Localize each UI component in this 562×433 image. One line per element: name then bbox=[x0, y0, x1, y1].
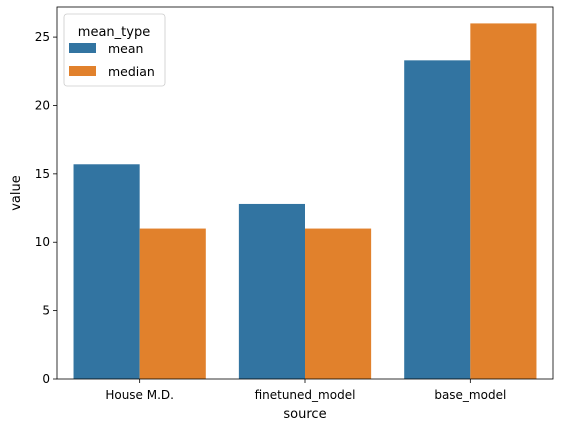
legend-items: mean median bbox=[69, 41, 155, 79]
bar-mean-0 bbox=[73, 164, 140, 379]
y-tick-label: 0 bbox=[42, 372, 50, 386]
bar-median-2 bbox=[470, 23, 537, 379]
bar-mean-2 bbox=[404, 60, 471, 380]
x-axis-label: source bbox=[283, 407, 326, 422]
bars-layer bbox=[73, 23, 537, 380]
y-tick-label: 25 bbox=[35, 30, 50, 44]
bar-median-0 bbox=[139, 228, 206, 379]
legend-swatch-median bbox=[69, 66, 96, 76]
bar-median-1 bbox=[305, 228, 372, 379]
legend-swatch-mean bbox=[69, 43, 96, 53]
y-tick-label: 20 bbox=[35, 98, 50, 112]
y-axis: 0 5 10 15 20 25 bbox=[35, 30, 57, 386]
y-tick-label: 15 bbox=[35, 167, 50, 181]
legend-label-mean: mean bbox=[108, 41, 143, 56]
x-tick-label: base_model bbox=[434, 388, 506, 402]
legend: mean_type mean median bbox=[63, 13, 166, 87]
bar-mean-1 bbox=[238, 203, 305, 379]
x-tick-label: House M.D. bbox=[105, 388, 174, 402]
legend-title: mean_type bbox=[78, 25, 150, 40]
x-axis: House M.D. finetuned_model base_model bbox=[105, 379, 506, 402]
y-tick-label: 5 bbox=[42, 304, 50, 318]
legend-label-median: median bbox=[108, 64, 155, 79]
y-axis-label: value bbox=[9, 175, 24, 211]
x-tick-label: finetuned_model bbox=[255, 388, 356, 402]
y-tick-label: 10 bbox=[35, 235, 50, 249]
